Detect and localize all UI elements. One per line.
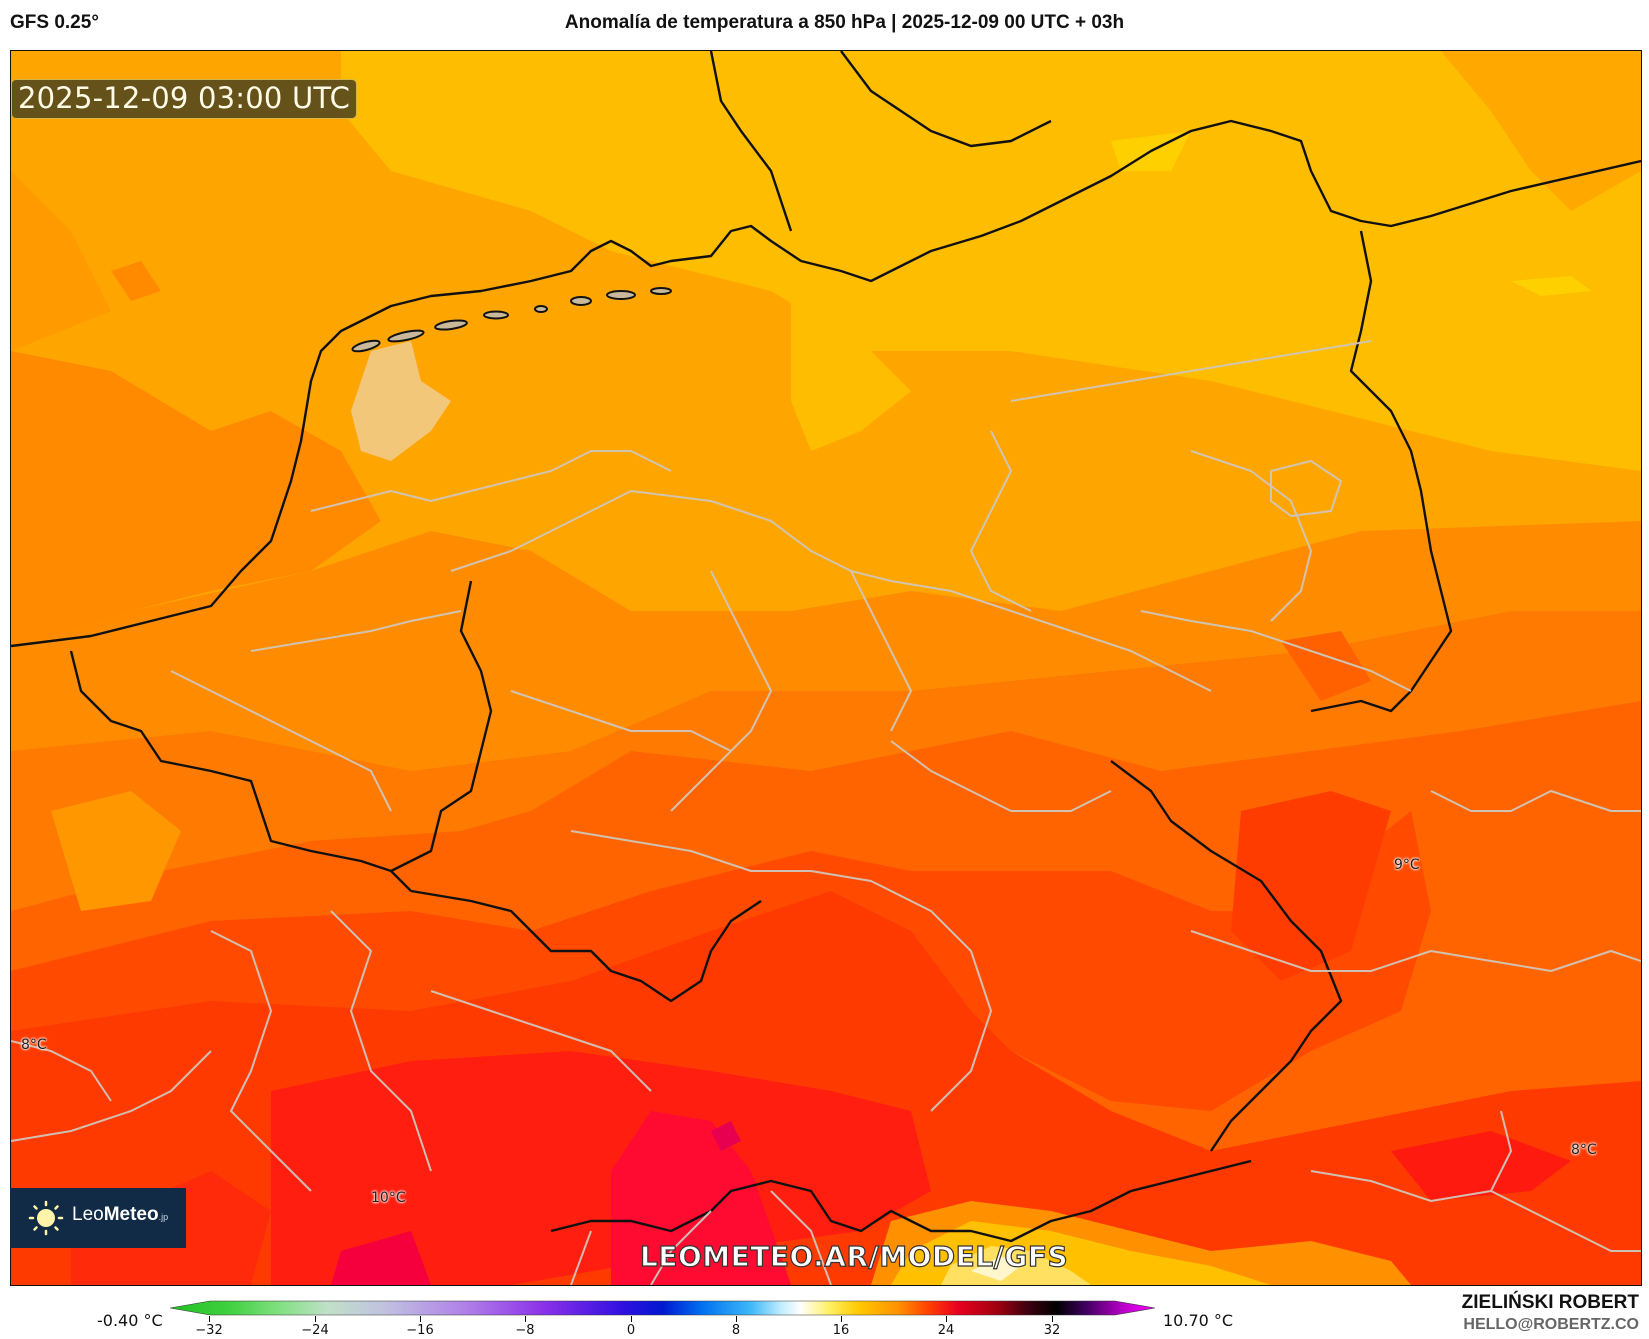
sun-icon (28, 1200, 64, 1236)
map-canvas (11, 51, 1641, 1285)
colorbar-min-label: -0.40 °C (97, 1311, 163, 1330)
temperature-anomaly-map: 2025-12-09 03:00 UTC 8°C 9°C 8°C 10°C (10, 50, 1642, 1286)
author-name: ZIELIŃSKI ROBERT (1461, 1292, 1639, 1313)
tick-label: −24 (301, 1323, 329, 1338)
tick-label: −16 (406, 1323, 434, 1338)
tick-label: 0 (626, 1323, 636, 1338)
tick-label: 16 (832, 1323, 850, 1338)
watermark-url: LEOMETEO.AR/MODEL/GFS (639, 1239, 1069, 1273)
temperature-label: 10°C (371, 1190, 406, 1206)
temperature-label: 8°C (1571, 1142, 1597, 1158)
valid-time-badge: 2025-12-09 03:00 UTC (11, 79, 358, 119)
temperature-label: 8°C (21, 1037, 47, 1053)
chart-title: Anomalía de temperatura a 850 hPa | 2025… (564, 12, 1125, 33)
tick-label: 8 (731, 1323, 741, 1338)
temperature-label: 9°C (1394, 857, 1420, 873)
colorbar-ticks: −32 −24 −16 −8 0 8 16 24 32 (0, 1316, 1649, 1339)
tick-label: −8 (515, 1323, 535, 1338)
colorbar (170, 1300, 1155, 1316)
model-label: GFS 0.25° (10, 12, 99, 33)
tick-label: 32 (1043, 1323, 1061, 1338)
author-email: HELLO@ROBERTZ.CO (1463, 1316, 1639, 1333)
logo-text: LeoMeteo.jp (72, 1204, 169, 1225)
tick-label: 24 (937, 1323, 955, 1338)
leometeo-logo: LeoMeteo.jp (10, 1188, 186, 1248)
tick-label: −32 (195, 1323, 223, 1338)
colorbar-max-label: 10.70 °C (1163, 1311, 1234, 1330)
